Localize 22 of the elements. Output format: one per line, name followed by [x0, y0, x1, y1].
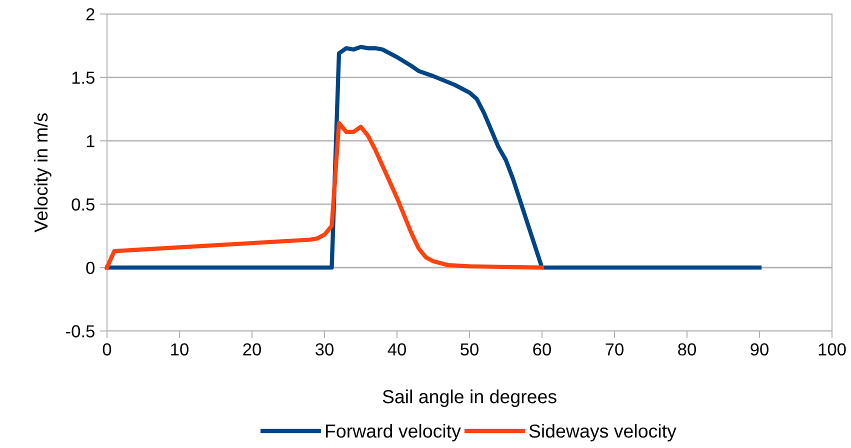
x-tick-label: 20 — [243, 343, 261, 356]
y-tick-label: 0 — [86, 262, 95, 274]
x-tick-label: 80 — [678, 343, 696, 356]
x-axis-title: Sail angle in degrees — [382, 390, 556, 408]
legend-label: Forward velocity — [326, 424, 461, 442]
y-tick-label: 1.5 — [72, 72, 94, 84]
x-tick-label: 0 — [102, 343, 112, 356]
y-tick-label: 2 — [86, 8, 94, 20]
x-tick-label: 100 — [818, 343, 846, 356]
x-tick-label: 90 — [750, 343, 768, 356]
line-series — [104, 120, 544, 270]
x-tick-label: 40 — [388, 343, 406, 356]
y-axis-title: Velocity in m/s — [34, 113, 52, 232]
y-tick-label: 1 — [86, 135, 94, 148]
legend-label: Sideways velocity — [529, 424, 676, 442]
x-tick-label: 10 — [171, 343, 188, 356]
x-tick-label: 70 — [606, 343, 624, 356]
x-tick-label: 50 — [460, 343, 478, 356]
y-tick-label: -0.5 — [66, 325, 94, 338]
x-tick-label: 30 — [316, 343, 334, 356]
x-tick-label: 60 — [533, 343, 551, 356]
y-tick-label: 0.5 — [72, 198, 94, 211]
